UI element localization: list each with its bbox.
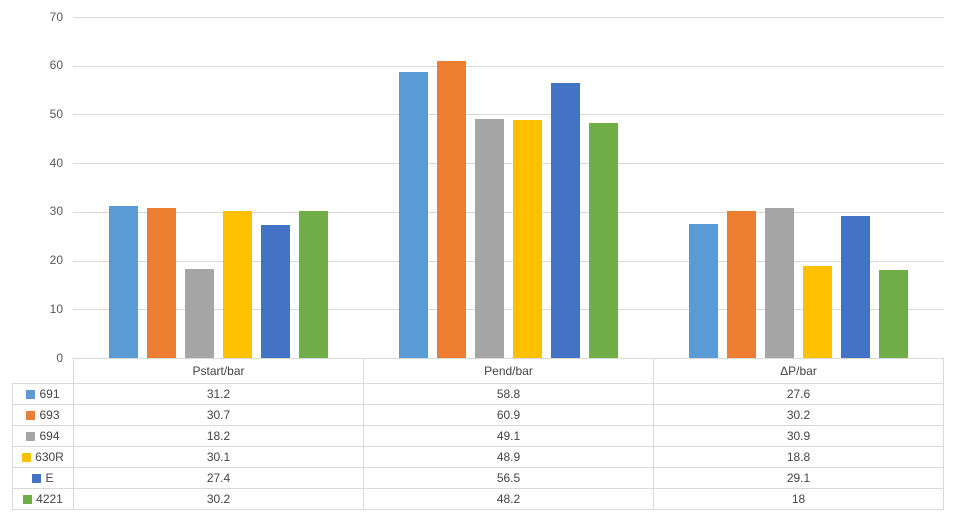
y-axis-tick-label: 0: [56, 350, 63, 365]
table-row: 691 31.2 58.8 27.6: [12, 383, 944, 405]
value-cell: 18.8: [653, 446, 944, 468]
bar: [550, 82, 580, 358]
value-cell: 56.5: [363, 467, 654, 489]
gridline: [73, 260, 944, 262]
bar: [879, 270, 909, 358]
series-swatch-icon: [26, 411, 36, 420]
y-axis-tick-label: 10: [49, 301, 63, 316]
value-cell: 30.2: [653, 404, 944, 426]
table-row: 630R 30.1 48.9 18.8: [12, 446, 944, 468]
category-group-pend: [363, 0, 653, 358]
series-label: 694: [39, 429, 60, 443]
value-cell: 48.2: [363, 488, 654, 510]
gridline: [73, 114, 944, 116]
bar: [436, 61, 466, 358]
y-axis-tick-label: 60: [49, 58, 63, 73]
bar: [184, 269, 214, 358]
series-swatch-icon: [23, 495, 33, 504]
bar: [841, 216, 871, 358]
value-cell: 27.6: [653, 383, 944, 405]
column-header-pstart: Pstart/bar: [73, 358, 364, 384]
value-cell: 60.9: [363, 404, 654, 426]
value-cell: 18.2: [73, 425, 364, 447]
y-axis-tick-label: 40: [49, 155, 63, 170]
value-cell: 30.7: [73, 404, 364, 426]
table-row: E 27.4 56.5 29.1: [12, 467, 944, 489]
chart-plot-area: [73, 0, 944, 358]
series-swatch-icon: [32, 474, 42, 483]
bar: [588, 123, 618, 358]
legend-cell: 630R: [12, 446, 74, 468]
value-cell: 29.1: [653, 467, 944, 489]
gridline: [73, 163, 944, 165]
bar: [474, 118, 504, 358]
y-axis-tick-label: 30: [49, 204, 63, 219]
gridline: [73, 309, 944, 311]
series-swatch-icon: [26, 432, 36, 441]
series-label: 4221: [36, 492, 63, 506]
gridline: [73, 65, 944, 67]
series-label: E: [45, 471, 54, 485]
value-cell: 30.2: [73, 488, 364, 510]
value-cell: 49.1: [363, 425, 654, 447]
bar: [298, 210, 328, 358]
series-label: 630R: [35, 450, 64, 464]
bar: [260, 224, 290, 358]
bar: [398, 71, 428, 358]
bar: [689, 223, 719, 358]
value-cell: 27.4: [73, 467, 364, 489]
bar-chart: 0 10 20 30 40 50 60 70: [49, 0, 944, 365]
bar: [512, 119, 542, 358]
legend-cell: 693: [12, 404, 74, 426]
table-corner: [13, 359, 74, 384]
legend-cell: 4221: [12, 488, 74, 510]
gridline: [73, 17, 944, 18]
category-group-pstart: [73, 0, 363, 358]
y-axis-tick-label: 50: [49, 106, 63, 121]
bar: [222, 211, 252, 358]
value-cell: 58.8: [363, 383, 654, 405]
series-swatch-icon: [22, 453, 32, 462]
series-swatch-icon: [26, 390, 36, 399]
table-row: 693 30.7 60.9 30.2: [12, 404, 944, 426]
bar: [765, 207, 795, 358]
value-cell: 30.9: [653, 425, 944, 447]
y-axis-tick-label: 20: [49, 253, 63, 268]
bar: [146, 208, 176, 358]
column-header-deltap: ΔP/bar: [653, 358, 944, 384]
column-header-pend: Pend/bar: [363, 358, 654, 384]
bar: [727, 210, 757, 358]
series-label: 691: [39, 387, 60, 401]
category-group-deltap: [654, 0, 944, 358]
value-cell: 30.1: [73, 446, 364, 468]
gridline: [73, 211, 944, 213]
data-table: Pstart/bar Pend/bar ΔP/bar 691 31.2 58.8…: [12, 358, 944, 510]
legend-cell: E: [12, 467, 74, 489]
y-axis-tick-label: 70: [49, 9, 63, 24]
legend-cell: 694: [12, 425, 74, 447]
value-cell: 18: [653, 488, 944, 510]
series-label: 693: [39, 408, 60, 422]
bar: [803, 266, 833, 358]
bar: [108, 206, 138, 358]
table-row: 694 18.2 49.1 30.9: [12, 425, 944, 447]
legend-cell: 691: [12, 383, 74, 405]
table-row: 4221 30.2 48.2 18: [12, 488, 944, 510]
value-cell: 31.2: [73, 383, 364, 405]
value-cell: 48.9: [363, 446, 654, 468]
